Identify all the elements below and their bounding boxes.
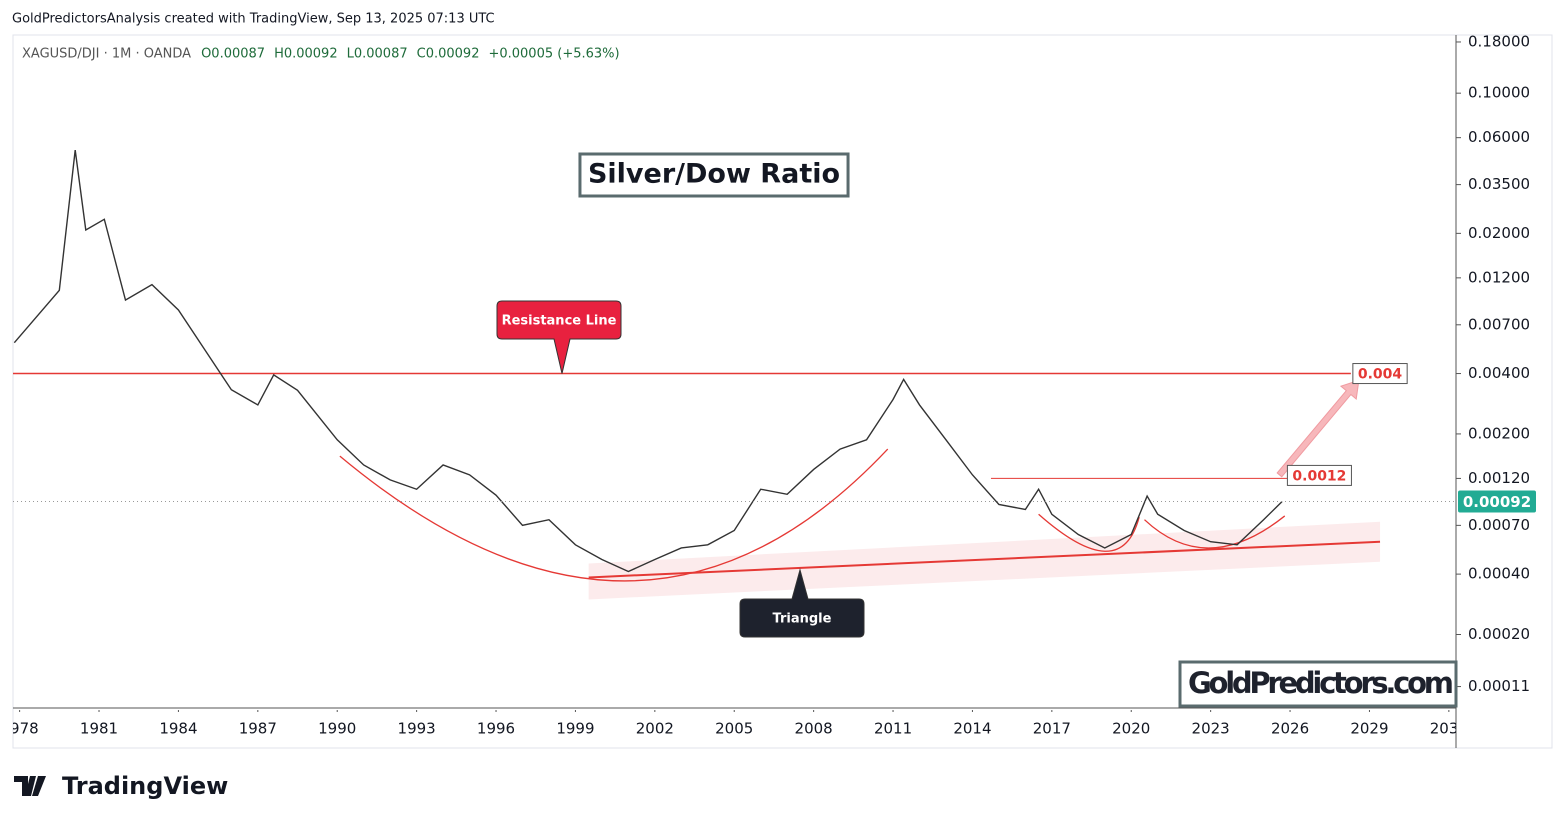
x-tick-label: 2020 <box>1112 720 1150 738</box>
price-line <box>13 150 1283 573</box>
watermark-box <box>1178 660 1458 708</box>
x-tick-label: 2026 <box>1271 720 1309 738</box>
ohlc-value: C0.00092 <box>417 47 480 62</box>
x-tick-label: 1987 <box>239 720 277 738</box>
level-tag-box <box>1286 464 1352 486</box>
y-axis: 0.18000 0.10000 0.06000 0.03500 0.02000 0.012… <box>1456 32 1530 695</box>
last-price-box <box>1458 490 1536 513</box>
legend: XAGUSD/DJI · 1M · OANDA O0.00087 H0.00092 L… <box>22 47 620 62</box>
plot <box>13 150 1456 600</box>
ohlc-value: H0.00092 <box>274 47 338 62</box>
level-tag-box <box>1352 363 1408 385</box>
trendline <box>588 540 1381 579</box>
tv-logo: TradingView <box>14 772 228 800</box>
y-tick-label: 0.00011 <box>1468 677 1530 695</box>
y-tick-label: 0.18000 <box>1468 32 1530 50</box>
x-tick-label: 2011 <box>874 720 912 738</box>
ohlc-value: L0.00087 <box>347 47 408 62</box>
y-tick-label: 0.01200 <box>1468 268 1530 286</box>
x-tick-label: 2002 <box>636 720 674 738</box>
last-price-label: 0.00092 <box>1463 493 1531 511</box>
y-tick-label: 0.06000 <box>1468 128 1530 146</box>
target-arrow <box>1276 379 1360 478</box>
y-tick-label: 0.00120 <box>1468 469 1530 487</box>
level-tag-label: 0.0012 <box>1292 468 1346 484</box>
x-tick-label: 2032 <box>1430 720 1468 738</box>
y-tick-label: 0.10000 <box>1468 84 1530 102</box>
ohlc-value: O0.00087 <box>201 47 265 62</box>
x-tick-label: 2029 <box>1350 720 1388 738</box>
symbol: XAGUSD/DJI · 1M · OANDA <box>22 47 191 62</box>
x-axis: 1978 1981 1984 1987 1990 1993 1996 1999 2002 2005… <box>1 710 1468 738</box>
arrow-shape <box>1276 379 1360 478</box>
y-tick-label: 0.00070 <box>1468 516 1530 534</box>
callout-box <box>496 300 622 374</box>
callout-label: Resistance Line <box>502 314 617 329</box>
x-tick-label: 1999 <box>556 720 594 738</box>
x-tick-label: 1996 <box>477 720 515 738</box>
x-tick-label: 1993 <box>398 720 436 738</box>
cup-curve <box>1038 513 1140 552</box>
watermark: GoldPredictors.com <box>1188 666 1454 700</box>
x-tick-label: 1978 <box>1 720 39 738</box>
x-tick-label: 2023 <box>1192 720 1230 738</box>
x-tick-label: 1984 <box>159 720 197 738</box>
logo-icon <box>14 776 46 796</box>
caption: GoldPredictorsAnalysis created with Trad… <box>12 12 495 27</box>
ohlc-value: +0.00005 (+5.63%) <box>488 47 619 62</box>
y-tick-label: 0.00040 <box>1468 565 1530 583</box>
frame <box>12 34 1553 749</box>
x-tick-label: 2017 <box>1033 720 1071 738</box>
y-tick-label: 0.00200 <box>1468 424 1530 442</box>
y-tick-label: 0.02000 <box>1468 224 1530 242</box>
callout-box <box>739 568 865 638</box>
y-tick-label: 0.00700 <box>1468 315 1530 333</box>
footer: TradingView <box>62 772 228 800</box>
cup-curve <box>339 448 889 582</box>
y-tick-label: 0.00400 <box>1468 364 1530 382</box>
callout-label: Triangle <box>773 612 832 627</box>
x-tick-label: 2008 <box>795 720 833 738</box>
y-tick-label: 0.00020 <box>1468 625 1530 643</box>
y-tick-label: 0.03500 <box>1468 175 1530 193</box>
x-tick-label: 1981 <box>80 720 118 738</box>
chart-title: Silver/Dow Ratio <box>588 159 840 190</box>
x-tick-label: 1990 <box>318 720 356 738</box>
title-box <box>578 152 850 198</box>
level-tag-label: 0.004 <box>1358 367 1403 383</box>
x-tick-label: 2005 <box>715 720 753 738</box>
cup-curve <box>1144 515 1286 549</box>
x-tick-label: 2014 <box>953 720 991 738</box>
